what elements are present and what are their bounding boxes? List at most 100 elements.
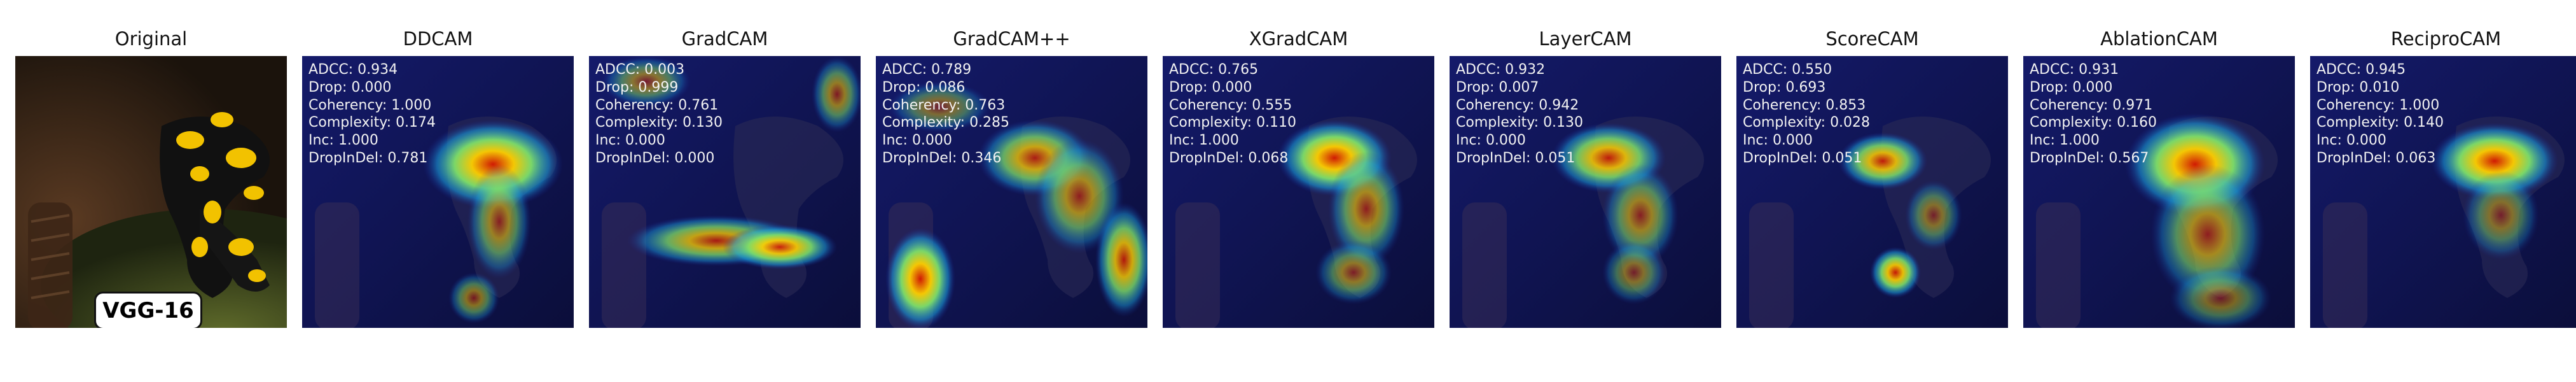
metric-line: DropInDel: 0.567 (2030, 150, 2157, 167)
metrics-overlay: ADCC: 0.789 Drop: 0.086 Coherency: 0.763 Co… (882, 61, 1009, 167)
metric-label: Coherency (2030, 97, 2103, 113)
metric-label: Coherency (1169, 97, 1243, 113)
metric-separator: : (2390, 97, 2400, 113)
metric-separator: : (348, 62, 358, 78)
metric-line: Drop: 0.007 (1456, 79, 1583, 97)
metric-separator: : (1529, 97, 1539, 113)
metric-line: ADCC: 0.934 (308, 61, 436, 79)
metric-line: Coherency: 0.763 (882, 97, 1009, 115)
metric-line: Drop: 0.999 (595, 79, 723, 97)
metric-label: Drop (2030, 79, 2063, 96)
metric-line: Coherency: 0.971 (2030, 97, 2157, 115)
metric-separator: : (1208, 62, 1219, 78)
metric-label: DropInDel (1743, 150, 1813, 166)
metric-separator: : (616, 132, 625, 149)
metric-value: 0.140 (2404, 115, 2444, 131)
metric-value: 0.160 (2117, 115, 2157, 131)
metric-line: Coherency: 0.853 (1743, 97, 1870, 115)
metric-value: 0.028 (1830, 115, 1871, 131)
metric-line: Complexity: 0.174 (308, 114, 436, 132)
metric-line: Coherency: 0.761 (595, 97, 723, 115)
metric-label: Complexity (2316, 115, 2395, 131)
metric-separator: : (1782, 62, 1792, 78)
metric-separator: : (1812, 150, 1822, 166)
metric-line: Inc: 0.000 (595, 132, 723, 150)
metric-line: Inc: 0.000 (1743, 132, 1870, 150)
metric-separator: : (1495, 62, 1506, 78)
metric-value: 0.000 (2072, 79, 2113, 96)
metric-value: 0.000 (2346, 132, 2386, 149)
metric-label: ADCC (1743, 62, 1783, 78)
metric-value: 0.346 (961, 150, 1002, 166)
metric-label: ADCC (2316, 62, 2357, 78)
panel-title: GradCAM++ (953, 28, 1070, 50)
panel-title: XGradCAM (1249, 28, 1348, 50)
metric-label: Drop (595, 79, 629, 96)
metric-line: ADCC: 0.550 (1743, 61, 1870, 79)
metric-line: ADCC: 0.765 (1169, 61, 1296, 79)
panel-title: AblationCAM (2100, 28, 2218, 50)
metric-line: DropInDel: 0.000 (595, 150, 723, 167)
metric-line: Coherency: 0.555 (1169, 97, 1296, 115)
metric-separator: : (2394, 115, 2404, 131)
metric-separator: : (1476, 132, 1486, 149)
metrics-overlay: ADCC: 0.550 Drop: 0.693 Coherency: 0.853 Co… (1743, 61, 1870, 167)
metric-label: DropInDel (308, 150, 378, 166)
metric-line: Drop: 0.000 (1169, 79, 1296, 97)
metric-label: DropInDel (882, 150, 952, 166)
metric-value: 0.945 (2365, 62, 2406, 78)
metric-separator: : (673, 115, 683, 131)
cam-panel: XGradCAM ADCC: 0.765 Drop: 0.000 Coherency:… (1163, 0, 1434, 382)
metric-label: ADCC (882, 62, 922, 78)
metric-separator: : (915, 79, 925, 96)
metric-line: Drop: 0.086 (882, 79, 1009, 97)
metric-separator: : (952, 150, 962, 166)
metric-label: Inc (308, 132, 329, 149)
metric-label: Coherency (882, 97, 956, 113)
metric-label: Coherency (1743, 97, 1817, 113)
metric-label: Complexity (595, 115, 674, 131)
metric-label: Inc (882, 132, 903, 149)
metric-line: ADCC: 0.945 (2316, 61, 2444, 79)
metric-separator: : (2386, 150, 2396, 166)
metric-separator: : (1525, 150, 1535, 166)
metric-value: 0.765 (1218, 62, 1259, 78)
metric-value: 0.000 (674, 150, 715, 166)
metric-value: 0.971 (2112, 97, 2153, 113)
metric-line: Complexity: 0.160 (2030, 114, 2157, 132)
metric-separator: : (635, 62, 645, 78)
cam-panel: ScoreCAM ADCC: 0.550 Drop: 0.693 Coherency:… (1736, 0, 2008, 382)
metric-label: Coherency (308, 97, 382, 113)
metric-label: DropInDel (2030, 150, 2100, 166)
metric-line: Inc: 1.000 (1169, 132, 1296, 150)
metric-separator: : (2350, 79, 2360, 96)
metric-label: Complexity (1456, 115, 1534, 131)
metric-label: Drop (882, 79, 916, 96)
panel-title: ScoreCAM (1825, 28, 1919, 50)
metric-value: 0.000 (911, 132, 952, 149)
metric-label: Drop (1743, 79, 1776, 96)
metric-separator: : (665, 150, 675, 166)
metric-label: ADCC (2030, 62, 2070, 78)
metric-label: Inc (2316, 132, 2337, 149)
metric-separator: : (2103, 97, 2113, 113)
metric-line: Coherency: 0.942 (1456, 97, 1583, 115)
metric-separator: : (1238, 150, 1249, 166)
metric-value: 0.000 (351, 79, 392, 96)
panel-title: LayerCAM (1539, 28, 1632, 50)
metric-value: 0.130 (1543, 115, 1584, 131)
metric-line: Inc: 0.000 (882, 132, 1009, 150)
metric-line: ADCC: 0.932 (1456, 61, 1583, 79)
metric-line: Inc: 1.000 (2030, 132, 2157, 150)
metric-value: 0.932 (1505, 62, 1546, 78)
metric-line: Coherency: 1.000 (308, 97, 436, 115)
metric-label: Inc (1743, 132, 1764, 149)
metric-value: 0.051 (1535, 150, 1575, 166)
metric-value: 0.781 (387, 150, 428, 166)
heatmap-image: ADCC: 0.003 Drop: 0.999 Coherency: 0.761 Co… (589, 56, 861, 328)
metric-value: 0.000 (1212, 79, 1252, 96)
metric-line: Drop: 0.010 (2316, 79, 2444, 97)
metric-label: DropInDel (2316, 150, 2386, 166)
metric-line: DropInDel: 0.068 (1169, 150, 1296, 167)
metric-line: ADCC: 0.789 (882, 61, 1009, 79)
